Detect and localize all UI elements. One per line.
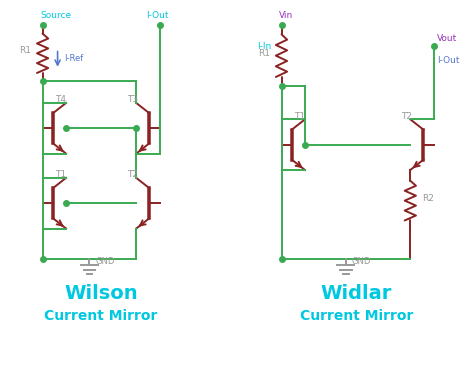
Text: GND: GND <box>95 257 114 266</box>
Text: I-Out: I-Out <box>437 56 459 65</box>
Text: GND: GND <box>352 257 371 266</box>
Text: I-Out: I-Out <box>146 11 169 20</box>
Text: I-In: I-In <box>257 42 272 51</box>
Text: T2: T2 <box>127 170 138 180</box>
Text: Current Mirror: Current Mirror <box>300 309 413 322</box>
Text: R2: R2 <box>422 194 434 203</box>
Text: T1: T1 <box>294 112 305 121</box>
Text: Wilson: Wilson <box>64 284 138 303</box>
Text: Widlar: Widlar <box>321 284 392 303</box>
Text: T2: T2 <box>401 112 412 121</box>
Text: R1: R1 <box>258 49 270 58</box>
Text: Source: Source <box>40 11 72 20</box>
Text: Current Mirror: Current Mirror <box>45 309 158 322</box>
Text: Vout: Vout <box>437 34 457 43</box>
Text: T1: T1 <box>55 170 66 180</box>
Text: Vin: Vin <box>279 11 293 20</box>
Text: I-Ref: I-Ref <box>64 54 83 64</box>
Text: T4: T4 <box>55 95 66 105</box>
Text: R1: R1 <box>19 46 31 55</box>
Text: T3: T3 <box>127 95 138 105</box>
